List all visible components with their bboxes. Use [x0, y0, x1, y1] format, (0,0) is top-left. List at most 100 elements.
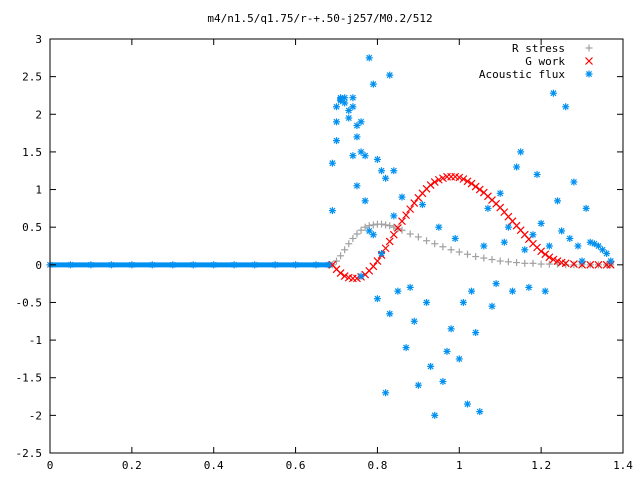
data-point: [521, 259, 529, 267]
data-point: [578, 257, 586, 265]
data-point: [434, 175, 443, 184]
data-point: [230, 261, 238, 269]
data-point: [251, 261, 259, 269]
x-tick-label: 1: [456, 459, 463, 472]
data-point: [443, 347, 451, 355]
data-point: [378, 250, 386, 258]
data-point: [107, 261, 115, 269]
data-point: [525, 283, 533, 291]
data-point: [361, 197, 369, 205]
data-point: [475, 185, 484, 194]
data-point: [606, 260, 615, 269]
data-point: [463, 400, 471, 408]
x-tick-label: 1.4: [613, 459, 633, 472]
data-point: [373, 257, 382, 265]
data-point: [398, 217, 406, 226]
data-point: [455, 248, 463, 256]
y-tick-label: -1.5: [16, 372, 43, 385]
data-point: [378, 220, 386, 228]
data-point: [529, 259, 537, 267]
data-point: [189, 261, 197, 269]
chart-title: m4/n1.5/q1.75/r-+.50-j257/M0.2/512: [207, 12, 432, 25]
data-point: [394, 287, 402, 295]
data-point: [537, 260, 545, 268]
data-point: [582, 204, 590, 212]
data-point: [435, 223, 443, 231]
data-point: [541, 250, 550, 259]
data-point: [210, 261, 218, 269]
data-point: [455, 355, 463, 363]
data-point: [427, 362, 435, 370]
data-point: [566, 234, 574, 242]
data-point: [353, 133, 361, 141]
series-g-work: [328, 172, 615, 283]
data-point: [480, 254, 488, 262]
legend-swatch: [585, 44, 593, 52]
data-point: [333, 118, 340, 126]
data-point: [414, 381, 422, 389]
data-point: [500, 238, 508, 246]
data-point: [570, 178, 578, 186]
data-point: [341, 246, 349, 254]
data-point: [402, 344, 410, 352]
data-point: [341, 99, 349, 107]
data-point: [345, 114, 353, 122]
data-point: [533, 170, 541, 178]
data-point: [378, 167, 386, 175]
data-point: [488, 256, 496, 264]
legend-swatch: [585, 57, 593, 65]
data-point: [594, 260, 603, 269]
data-point: [333, 137, 340, 145]
data-point: [402, 211, 411, 220]
data-point: [554, 197, 562, 205]
data-point: [357, 226, 365, 234]
data-point: [66, 261, 74, 269]
y-tick-label: -1: [29, 334, 42, 347]
data-point: [488, 302, 496, 310]
plot-area: [46, 54, 615, 419]
data-point: [439, 377, 447, 385]
data-point: [496, 189, 504, 197]
data-point: [549, 255, 558, 264]
data-point: [447, 246, 455, 254]
data-point: [562, 103, 570, 111]
legend-swatch: [585, 70, 593, 78]
data-point: [369, 80, 377, 88]
y-tick-label: -0.5: [16, 296, 43, 309]
data-point: [472, 253, 480, 261]
data-point: [357, 272, 365, 280]
x-tick-label: 1.2: [531, 459, 551, 472]
data-point: [390, 223, 398, 231]
data-point: [471, 182, 480, 191]
data-point: [128, 261, 136, 269]
data-point: [381, 244, 390, 253]
x-tick-label: 0.8: [367, 459, 387, 472]
data-point: [472, 329, 480, 337]
y-tick-label: 0.5: [22, 221, 42, 234]
data-point: [312, 261, 320, 269]
data-point: [382, 174, 390, 182]
data-point: [607, 257, 615, 265]
legend-label: Acoustic flux: [479, 68, 565, 81]
data-point: [513, 163, 521, 171]
plot-frame: [49, 38, 624, 454]
data-point: [340, 272, 349, 281]
data-point: [148, 261, 156, 269]
data-point: [517, 148, 525, 156]
data-point: [468, 287, 476, 295]
data-point: [349, 234, 357, 242]
data-point: [459, 175, 468, 183]
axis-ticks: 0 0.2 0.4 0.6 0.8 1 1.2 1.4 3 2.5 2 1.5 1 0.5 0 -0.5 -1 -…: [16, 33, 634, 472]
data-point: [406, 283, 414, 291]
data-point: [328, 207, 336, 215]
x-tick-label: 0.4: [204, 459, 224, 472]
data-point: [328, 159, 336, 167]
data-point: [508, 287, 516, 295]
data-point: [385, 237, 394, 246]
data-point: [369, 221, 377, 229]
data-point: [386, 71, 394, 79]
data-point: [476, 408, 484, 416]
legend-label: G work: [525, 55, 565, 68]
